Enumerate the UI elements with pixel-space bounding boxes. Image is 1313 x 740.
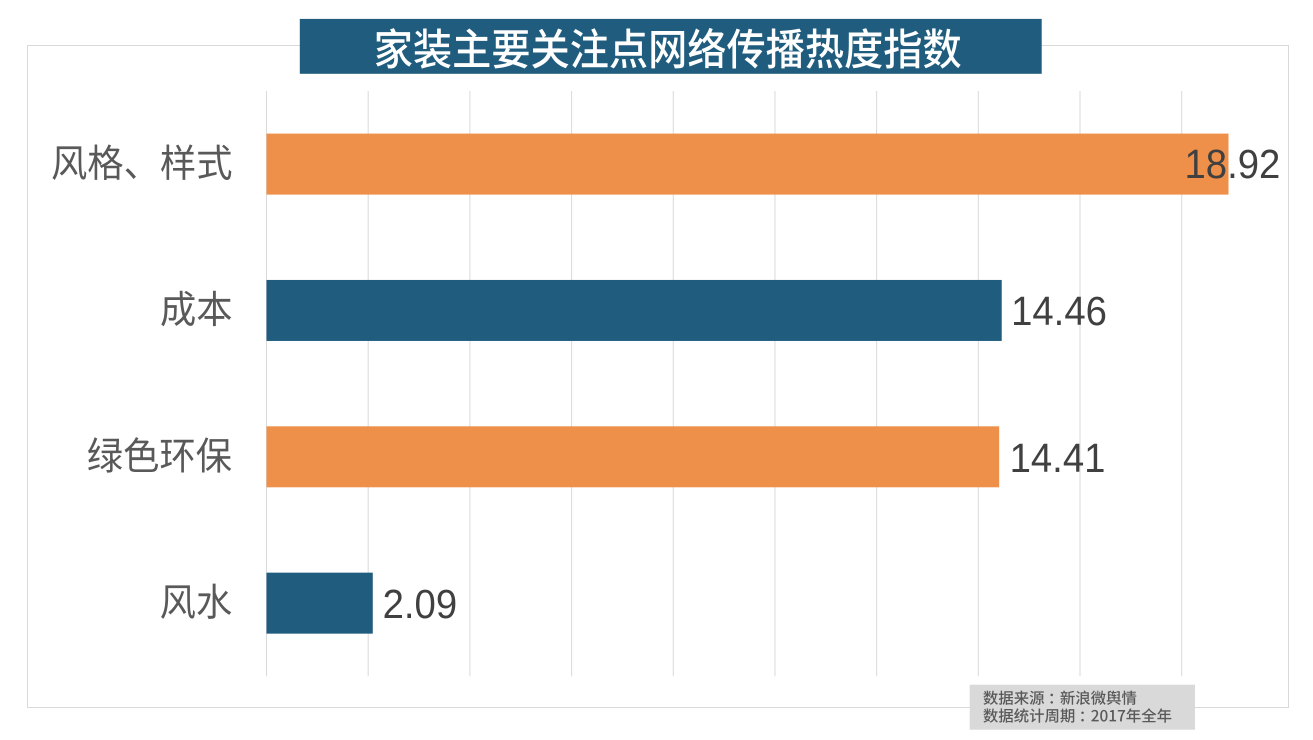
svg-text:18.92: 18.92 [1185,142,1281,187]
svg-text:2.09: 2.09 [383,582,458,627]
svg-text:14.41: 14.41 [1010,436,1106,481]
svg-text:14.46: 14.46 [1011,289,1107,334]
